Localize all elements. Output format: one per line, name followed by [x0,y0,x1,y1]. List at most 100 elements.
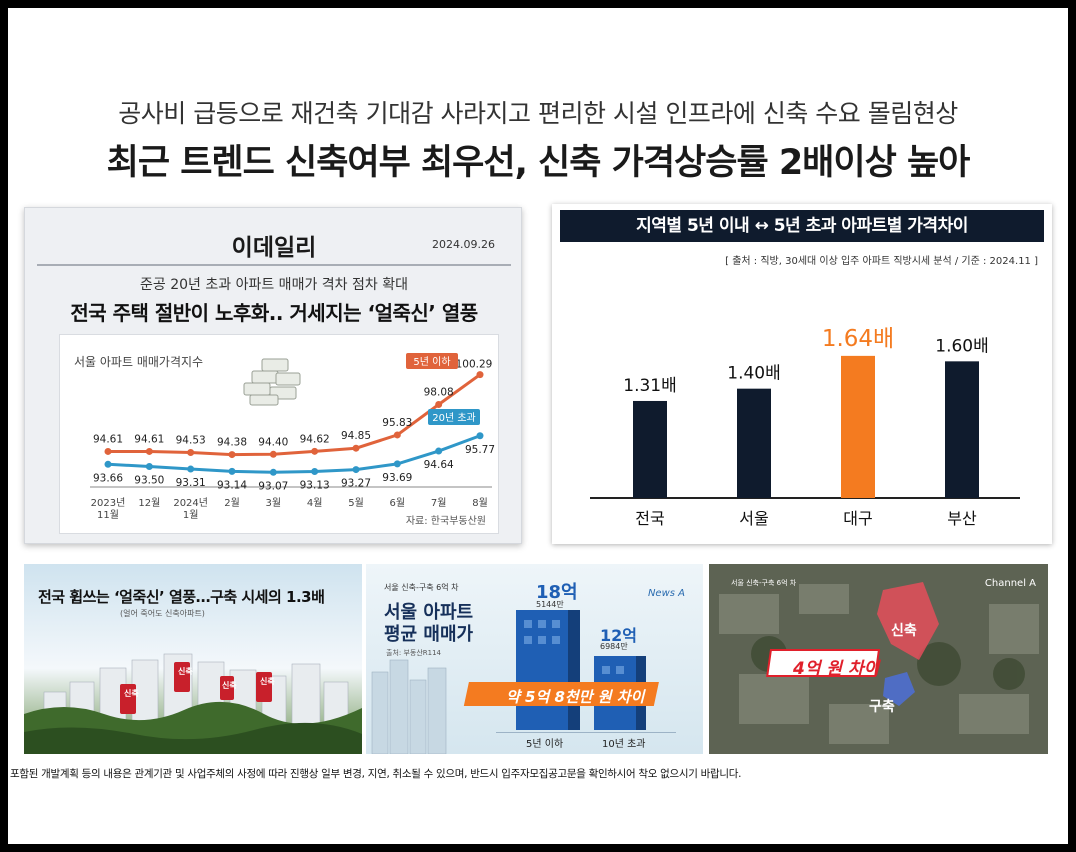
line-chart: 94.61 94.61 94.53 94.38 94.40 94.62 94.85 95.83… [90,353,495,521]
data-point [228,451,236,459]
x-tick-label: 12월 [138,497,160,509]
title-line-1: 서울 아파트 [384,602,474,623]
data-point [393,460,401,468]
data-label: 94.61 [93,433,123,445]
x-tick-label: 대구 [843,509,872,528]
data-label: 93.27 [341,478,371,490]
chart-header: 지역별 5년 이내 ↔ 5년 초과 아파트별 가격차이 [560,210,1044,242]
buildings-illustration [371,610,676,754]
news-thumbnail-aerial-map: 서울 신축-구축 6억 차 Channel A 신축 구축 4억 원 차이 [709,564,1048,754]
data-label: 94.53 [176,435,206,447]
x-tick-label: 6월 [390,497,406,509]
data-point [476,371,484,379]
article-date: 2024.09.26 [432,238,495,251]
data-label: 98.08 [424,387,454,399]
headline-title: 최근 트렌드 신축여부 최우선, 신축 가격상승률 2배이상 높아 [106,143,971,183]
news-thumbnail-apartments: 전국 휩쓰는 ‘얼죽신’ 열풍…구축 시세의 1.3배 (얼어 죽어도 신축아파… [24,564,362,754]
news-tag: 서울 신축-구축 6억 차 [731,579,797,587]
x-tick-label: 서울 [739,509,768,528]
bar [633,400,667,498]
chart-source-note: [ 출처 : 직방, 30세대 이상 입주 아파트 직방시세 분석 / 기준 :… [725,256,1038,267]
legend-label: 20년 초과 [432,412,476,424]
label-5yr: 5년 이하 [526,739,564,750]
new-price-value: 18억 [536,582,578,603]
data-label: 94.61 [134,433,164,445]
data-point [187,465,195,473]
sign-label: 신축 [260,676,275,686]
data-point [352,444,360,452]
legend-label: 5년 이하 [413,355,450,368]
data-point [269,468,277,476]
sign-label: 신축 [124,688,139,698]
x-tick-label: 3월 [266,497,282,509]
series-line [107,434,481,474]
data-point [187,449,195,457]
label-10yr: 10년 초과 [602,739,646,750]
data-label: 100.29 [456,359,493,371]
data-label: 94.38 [217,437,247,449]
article-subtitle: 준공 20년 초과 아파트 매매가 격차 점차 확대 [140,277,408,293]
chart-source: 자료: 한국부동산원 [405,516,486,527]
old-building-label: 구축 [869,699,895,715]
bar [737,388,771,498]
new-building-label: 신축 [891,623,917,639]
x-tick-label: 8월 [472,497,488,509]
x-tick-label: 2023년 [91,497,126,509]
headline-subtitle: 공사비 급등으로 재건축 기대감 사라지고 편리한 시설 인프라에 신축 수요 … [118,99,958,128]
data-label: 93.69 [382,472,412,484]
bar-value-label: 1.40배 [727,364,781,384]
data-label: 94.40 [258,436,288,448]
source-note: 출처: 부동산R114 [386,649,442,657]
data-point [228,467,236,475]
old-price-value: 12억 [600,626,637,645]
data-point [104,447,112,455]
news-thumbnail-average-price: 서울 신축-구축 6억 차 News A 서울 아파트 평균 매매가 출처: 부… [366,564,703,754]
thumbnail-title: 전국 휩쓰는 ‘얼죽신’ 열풍…구축 시세의 1.3배 [38,588,325,606]
data-point [145,462,153,470]
data-label: 93.50 [134,474,164,486]
x-tick-label: 부산 [947,509,977,528]
x-tick-label: 2월 [224,497,240,509]
x-tick-label: 1월 [183,509,199,521]
bar [945,361,979,498]
chart-title: 서울 아파트 매매가격지수 [74,355,204,369]
data-label: 94.85 [341,430,371,442]
title-line-2: 평균 매매가 [384,624,474,645]
x-tick-label: 전국 [635,509,664,528]
bar-value-label: 1.64배 [822,326,894,352]
broadcaster-logo: Channel A [984,578,1036,589]
aerial-map-image [709,564,1048,754]
data-label: 93.07 [258,480,288,492]
bar-value-label: 1.31배 [623,376,677,396]
edaily-logo: 이데일리 [231,235,317,261]
price-index-chart: 서울 아파트 매매가격지수 94.61 94.61 94.53 94.38 94.40 9… [59,334,499,534]
data-label: 93.13 [300,479,330,491]
thumbnail-caption: (얼어 죽어도 신축아파트) [120,609,205,618]
data-point [435,447,443,455]
data-point [352,466,360,474]
regional-price-gap-card: 지역별 5년 이내 ↔ 5년 초과 아파트별 가격차이 [ 출처 : 직방, 3… [552,204,1052,544]
series-line [108,373,481,457]
broadcaster-logo: News A [647,588,685,599]
new-price-sub: 5144만 [536,600,564,609]
data-label: 94.64 [424,459,454,471]
data-label: 95.77 [465,444,495,456]
data-point [311,447,319,455]
article-title: 전국 주택 절반이 노후화.. 거세지는 ‘얼죽신’ 열풍 [70,301,478,325]
data-point [269,450,277,458]
data-point [311,467,319,475]
bar [841,355,875,498]
x-tick-label: 7월 [431,497,447,509]
x-tick-label: 4월 [307,497,323,509]
x-tick-label: 11월 [97,509,119,521]
old-price-sub: 6984만 [600,642,628,651]
page: 공사비 급등으로 재건축 기대감 사라지고 편리한 시설 인프라에 신축 수요 … [8,8,1068,844]
data-point [393,431,401,439]
price-gap-banner: 4억 원 차이 [793,659,880,679]
apartment-skyline-image: 신축 신축 신축 신축 [24,653,362,754]
data-point [476,432,484,440]
money-stack-icon [243,358,301,406]
data-point [435,401,443,409]
data-label: 95.83 [382,417,412,429]
